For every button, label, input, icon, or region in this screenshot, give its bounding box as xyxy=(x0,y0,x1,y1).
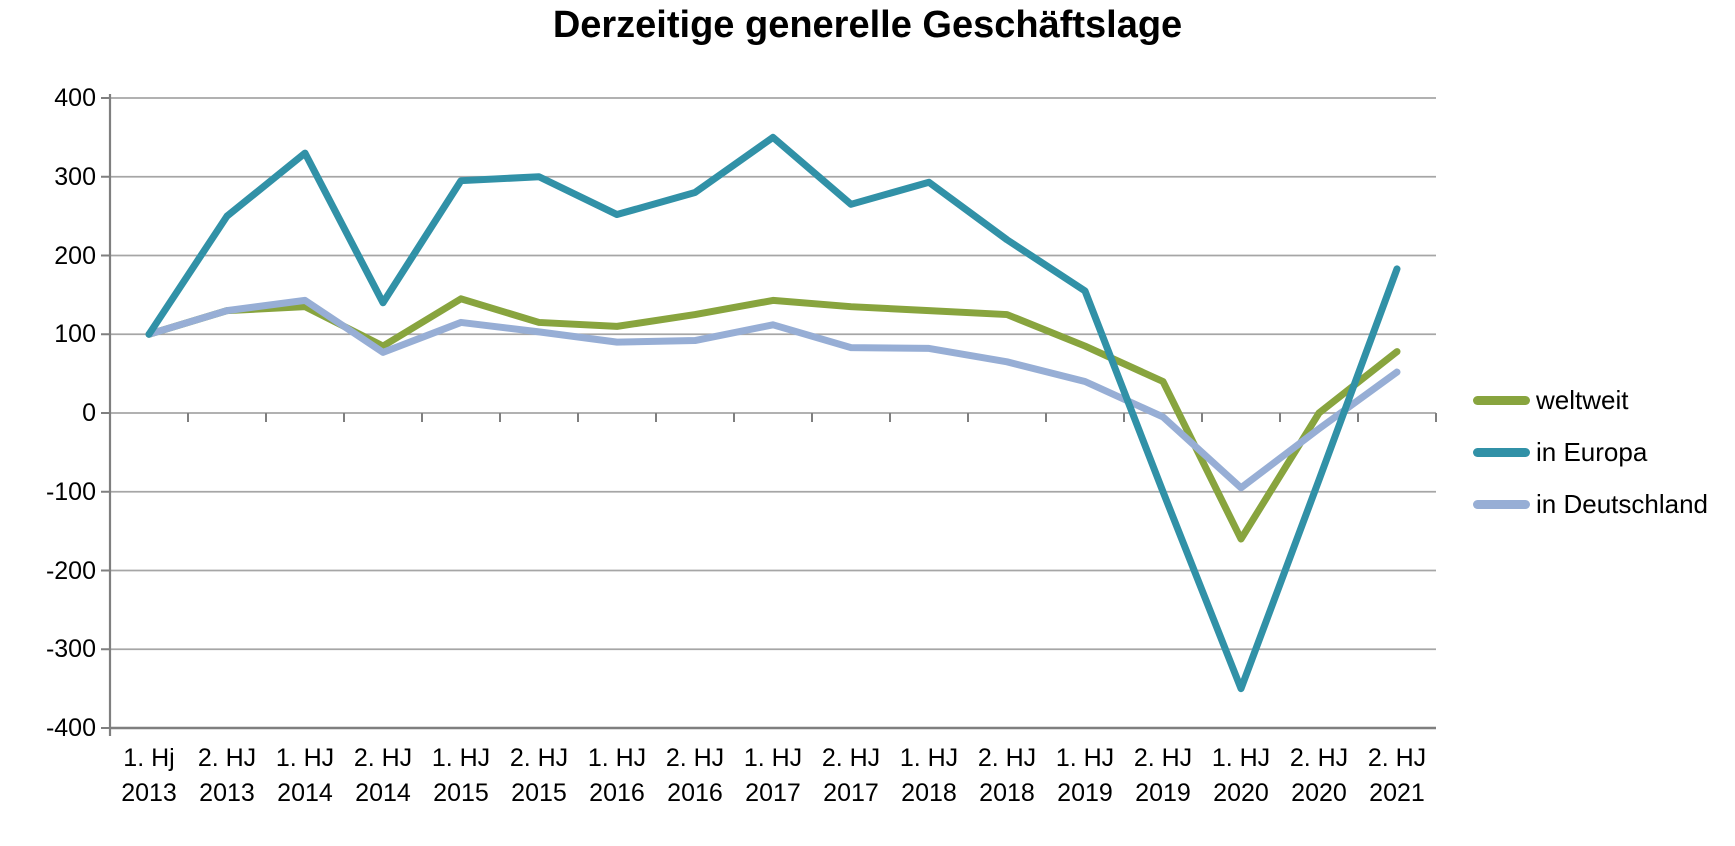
x-axis-label-period: 1. HJ xyxy=(1211,744,1271,772)
legend-item-weltweit: weltweit xyxy=(1473,385,1708,415)
x-axis-label-period: 1. Hj xyxy=(123,744,175,772)
x-axis-label-year: 2014 xyxy=(355,779,411,807)
x-axis-label-period: 2. HJ xyxy=(977,744,1037,772)
x-axis-label: 2. HJ 2017 xyxy=(822,741,880,811)
chart-title: Derzeitige generelle Geschäftslage xyxy=(552,4,1183,46)
x-axis-label-year: 2013 xyxy=(121,779,177,807)
legend-swatch-in-deutschland xyxy=(1473,499,1530,509)
x-axis-label: 2. HJ 2014 xyxy=(354,741,412,811)
x-axis-label: 2. HJ 2018 xyxy=(978,741,1036,811)
x-axis-label-period: 1. HJ xyxy=(743,744,803,772)
y-axis-label: -300 xyxy=(45,635,96,664)
x-axis-label-year: 2019 xyxy=(1057,779,1113,807)
x-axis-label-year: 2015 xyxy=(511,779,567,807)
x-axis-label-year: 2016 xyxy=(589,779,645,807)
x-axis-label-year: 2013 xyxy=(199,779,255,807)
y-axis-label: 100 xyxy=(54,320,96,349)
y-axis-label: 300 xyxy=(54,162,96,191)
x-axis-label-period: 2. HJ xyxy=(1133,744,1193,772)
legend-item-in-europa: in Europa xyxy=(1473,437,1708,467)
legend-swatch-in-europa xyxy=(1473,447,1530,457)
y-axis-label: -400 xyxy=(45,714,96,742)
y-axis-label: 400 xyxy=(54,84,96,112)
x-axis-label-year: 2018 xyxy=(901,779,957,807)
x-axis-label: 1. HJ 2017 xyxy=(744,741,802,811)
x-axis-label-period: 2. HJ xyxy=(509,744,569,772)
x-axis-label: 2. HJ 2019 xyxy=(1134,741,1192,811)
x-axis-label-period: 1. HJ xyxy=(587,744,647,772)
legend-label-in-deutschland: in Deutschland xyxy=(1536,488,1708,519)
x-axis-label: 1. HJ 2014 xyxy=(276,741,334,811)
x-axis-label-period: 2. HJ xyxy=(1367,744,1427,772)
x-axis-label-period: 2. HJ xyxy=(1289,744,1349,772)
x-axis-label: 2. HJ 2015 xyxy=(510,741,568,811)
x-axis-label-year: 2016 xyxy=(667,779,723,807)
x-axis-label-year: 2021 xyxy=(1369,779,1425,807)
x-axis-label-year: 2017 xyxy=(745,779,801,807)
x-axis-label-period: 1. HJ xyxy=(431,744,491,772)
x-axis-label: 1. HJ 2018 xyxy=(900,741,958,811)
x-axis-label: 1. HJ 2015 xyxy=(432,741,490,811)
x-axis-label-year: 2020 xyxy=(1213,779,1269,807)
x-axis-label-year: 2017 xyxy=(823,779,879,807)
x-axis-label: 1. HJ 2020 xyxy=(1212,741,1270,811)
x-axis-label: 1. Hj 2013 xyxy=(121,741,177,811)
x-axis-label: 2. HJ 2013 xyxy=(198,741,256,811)
legend-label-weltweit: weltweit xyxy=(1536,384,1629,415)
y-axis-label: 200 xyxy=(54,241,96,270)
x-axis-label: 2. HJ 2016 xyxy=(666,741,724,811)
x-axis-label: 2. HJ 2021 xyxy=(1368,741,1426,811)
x-axis-label-year: 2014 xyxy=(277,779,333,807)
legend-item-in-deutschland: in Deutschland xyxy=(1473,489,1708,519)
x-axis-label: 1. HJ 2016 xyxy=(588,741,646,811)
y-axis-label: -200 xyxy=(45,556,96,585)
legend-label-in-europa: in Europa xyxy=(1536,436,1648,467)
x-axis-label-year: 2018 xyxy=(979,779,1035,807)
series-line-in-deutschland xyxy=(145,296,1401,492)
y-axis-label: 0 xyxy=(82,399,96,427)
x-axis-label-period: 2. HJ xyxy=(665,744,725,772)
x-axis-label-period: 1. HJ xyxy=(275,744,335,772)
x-axis-label-period: 2. HJ xyxy=(197,744,257,772)
x-axis-label: 1. HJ 2019 xyxy=(1056,741,1114,811)
y-axis-label: -100 xyxy=(45,477,96,506)
x-axis-label-period: 1. HJ xyxy=(1055,744,1115,772)
x-axis-label: 2. HJ 2020 xyxy=(1290,741,1348,811)
legend-swatch-weltweit xyxy=(1473,395,1530,405)
x-axis-label-period: 1. HJ xyxy=(899,744,959,772)
x-axis-label-year: 2019 xyxy=(1135,779,1191,807)
x-axis-label-period: 2. HJ xyxy=(353,744,413,772)
x-axis-label-year: 2015 xyxy=(433,779,489,807)
series-line-in-europa xyxy=(145,133,1401,693)
x-axis-label-period: 2. HJ xyxy=(821,744,881,772)
legend: weltweit in Europa in Deutschland xyxy=(1473,385,1708,519)
x-axis-label-year: 2020 xyxy=(1291,779,1347,807)
